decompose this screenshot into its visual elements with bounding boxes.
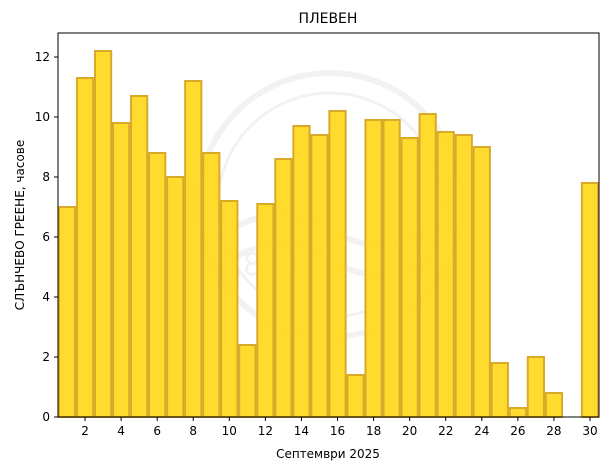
plot-frame bbox=[57, 32, 600, 418]
y-tick-label: 12 bbox=[35, 50, 50, 64]
bar-day-4 bbox=[112, 122, 131, 418]
x-tick-label: 14 bbox=[294, 424, 309, 438]
bar-day-17 bbox=[346, 374, 365, 418]
bar-day-1 bbox=[57, 206, 77, 418]
chart-title: ПЛЕВЕН bbox=[299, 11, 358, 27]
x-tick-label: 28 bbox=[546, 424, 561, 438]
x-tick-label: 12 bbox=[258, 424, 273, 438]
x-tick-label: 10 bbox=[222, 424, 237, 438]
bar-day-26 bbox=[508, 407, 527, 418]
y-tick-label: 8 bbox=[42, 170, 50, 184]
x-tick-label: 22 bbox=[438, 424, 453, 438]
x-tick-label: 6 bbox=[153, 424, 161, 438]
bar-day-24 bbox=[472, 146, 491, 418]
x-tick-label: 2 bbox=[81, 424, 89, 438]
bar-day-22 bbox=[436, 131, 455, 418]
bar-day-27 bbox=[526, 356, 546, 418]
bar-day-23 bbox=[454, 134, 473, 418]
bar-day-14 bbox=[292, 125, 311, 418]
bar-day-19 bbox=[382, 119, 401, 418]
x-tick-label: 30 bbox=[582, 424, 597, 438]
bar-day-28 bbox=[544, 392, 564, 418]
bar-day-21 bbox=[418, 113, 437, 418]
y-tick-label: 6 bbox=[42, 230, 50, 244]
x-axis-title: Септември 2025 bbox=[276, 447, 380, 461]
bar-day-13 bbox=[274, 158, 293, 418]
bars-layer bbox=[57, 50, 600, 418]
x-tick-label: 16 bbox=[330, 424, 345, 438]
x-tick-label: 26 bbox=[510, 424, 525, 438]
x-tick-label: 4 bbox=[117, 424, 125, 438]
bar-day-30 bbox=[580, 182, 600, 418]
bar-day-6 bbox=[148, 152, 167, 418]
bar-day-25 bbox=[490, 362, 509, 418]
bar-day-11 bbox=[238, 344, 257, 418]
bar-day-8 bbox=[184, 80, 203, 418]
y-tick-label: 4 bbox=[42, 290, 50, 304]
bar-day-10 bbox=[220, 200, 239, 418]
y-tick-label: 10 bbox=[35, 110, 50, 124]
x-tick-label: 20 bbox=[402, 424, 417, 438]
bar-day-5 bbox=[130, 95, 149, 418]
y-tick-label: 2 bbox=[42, 350, 50, 364]
y-axis-title: СЛЪНЧЕВО ГРЕЕНЕ, часове bbox=[13, 140, 27, 311]
x-tick-label: 8 bbox=[189, 424, 197, 438]
bar-day-9 bbox=[202, 152, 221, 418]
x-axis-ticks: 2 4 6 8 10 12 14 16 18 20 22 24 26 28 30 bbox=[81, 417, 598, 438]
bar-day-16 bbox=[328, 110, 347, 418]
bar-day-3 bbox=[93, 50, 113, 418]
bar-day-15 bbox=[310, 134, 329, 418]
y-axis-ticks: 0 2 4 6 8 10 12 bbox=[35, 50, 58, 424]
bar-day-2 bbox=[75, 77, 95, 418]
bar-day-7 bbox=[166, 176, 185, 418]
bar-day-18 bbox=[364, 119, 383, 418]
y-tick-label: 0 bbox=[42, 410, 50, 424]
bar-day-12 bbox=[256, 203, 275, 418]
x-tick-label: 18 bbox=[366, 424, 381, 438]
bar-day-20 bbox=[400, 137, 419, 418]
x-tick-label: 24 bbox=[474, 424, 489, 438]
